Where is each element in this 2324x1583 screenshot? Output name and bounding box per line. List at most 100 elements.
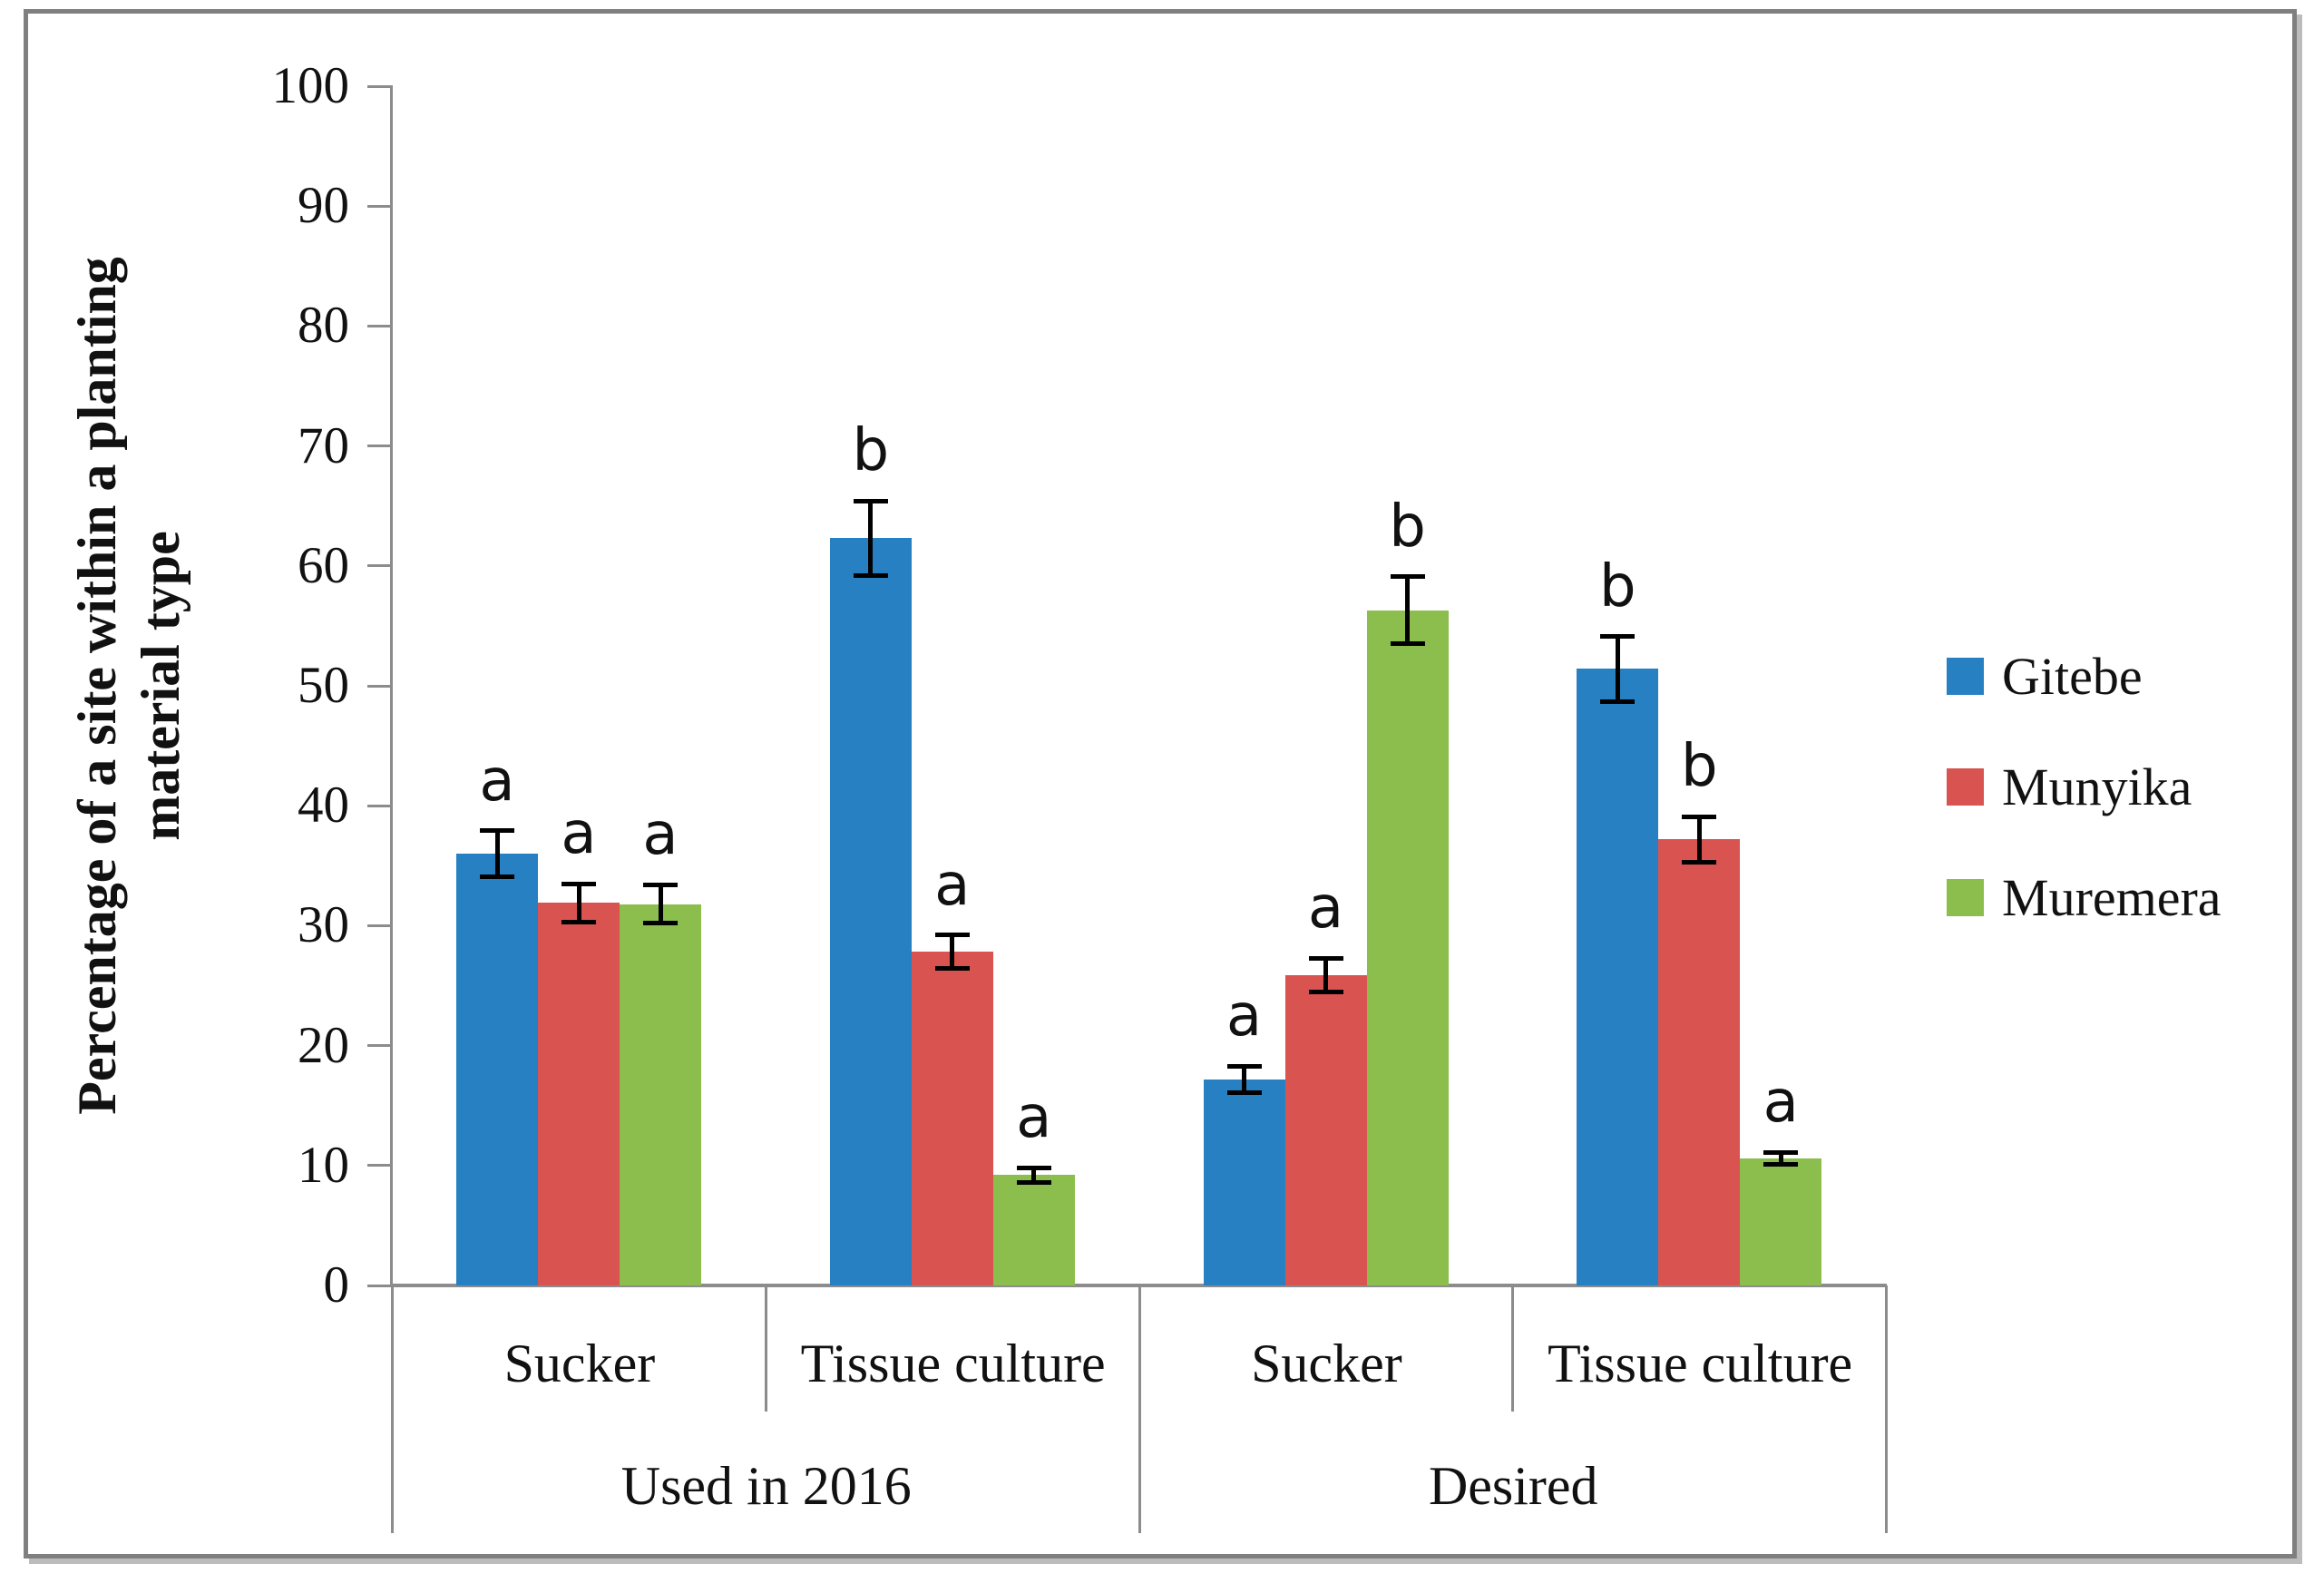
- error-bar-cap: [1016, 1165, 1051, 1170]
- error-bar: [494, 830, 500, 877]
- y-axis-title-line-1: Percentage of a site within a planting: [67, 257, 127, 1115]
- bar-muremera-group1: [620, 904, 701, 1285]
- y-tick-label: 20: [298, 1016, 349, 1074]
- y-axis-title: Percentage of a site within a planting m…: [65, 64, 192, 1307]
- error-bar-cap: [853, 498, 888, 503]
- error-bar: [1615, 636, 1620, 702]
- error-bar-cap: [643, 921, 678, 926]
- error-bar: [1242, 1066, 1246, 1093]
- y-tick-label: 50: [298, 657, 349, 714]
- error-bar-cap: [480, 828, 514, 834]
- bar-munyika-group3: [1284, 974, 1367, 1285]
- error-bar-cap: [1016, 1179, 1051, 1185]
- significance-letter: b: [1389, 493, 1426, 561]
- significance-letter: a: [1307, 875, 1344, 943]
- significance-letter: a: [479, 747, 515, 815]
- bar-muremera-group3: [1366, 610, 1449, 1285]
- y-tick-label: 90: [298, 177, 349, 235]
- error-bar-cap: [1390, 641, 1425, 647]
- error-bar: [1778, 1152, 1783, 1165]
- y-tick-label: 70: [298, 416, 349, 474]
- legend-swatch-gitebe-icon: [1947, 657, 1984, 695]
- x-category-label: Tissue culture: [1548, 1334, 1853, 1393]
- error-bar-cap: [1308, 955, 1343, 961]
- y-tick-label: 60: [298, 536, 349, 594]
- x-group-label: Used in 2016: [620, 1456, 912, 1516]
- error-bar-cap: [853, 572, 888, 578]
- y-tick-label: 40: [298, 777, 349, 835]
- category-divider: [1138, 1285, 1141, 1533]
- y-axis-tick: [367, 1164, 393, 1168]
- significance-letter: a: [1225, 982, 1263, 1050]
- legend-label-munyika: Munyika: [2002, 757, 2192, 816]
- error-bar-cap: [561, 919, 596, 924]
- y-tick-label: 80: [298, 297, 349, 355]
- significance-letter: a: [1763, 1069, 1799, 1137]
- error-bar-cap: [1682, 859, 1717, 865]
- category-divider: [391, 1285, 394, 1533]
- significance-letter: b: [1598, 552, 1636, 620]
- bar-gitebe-group1: [456, 854, 538, 1285]
- significance-letter: a: [561, 800, 597, 868]
- error-bar: [1031, 1168, 1037, 1183]
- significance-letter: b: [852, 417, 890, 485]
- significance-letter: a: [1016, 1084, 1052, 1152]
- category-divider: [764, 1285, 767, 1412]
- error-bar-cap: [1763, 1149, 1799, 1155]
- error-bar-cap: [561, 881, 596, 886]
- legend-label-muremera: Muremera: [2002, 867, 2221, 927]
- y-axis-tick: [367, 445, 393, 448]
- y-axis-tick: [367, 1284, 393, 1287]
- y-axis-tick: [367, 684, 393, 688]
- y-axis-tick: [367, 1044, 393, 1048]
- error-bar: [1405, 576, 1410, 644]
- x-category-label: Sucker: [1251, 1334, 1402, 1393]
- error-bar: [658, 884, 663, 923]
- bar-gitebe-group2: [829, 538, 912, 1285]
- x-group-label: Desired: [1428, 1456, 1598, 1516]
- y-axis-tick: [367, 84, 393, 88]
- y-axis-tick: [367, 204, 393, 208]
- error-bar-cap: [1682, 814, 1717, 819]
- error-bar: [576, 884, 581, 923]
- error-bar: [950, 934, 955, 969]
- figure-border: [24, 9, 2297, 1559]
- x-category-label: Sucker: [503, 1334, 656, 1393]
- bar-munyika-group4: [1658, 839, 1741, 1285]
- error-bar-cap: [1226, 1063, 1262, 1069]
- significance-letter: b: [1680, 733, 1718, 801]
- significance-letter: a: [934, 851, 971, 919]
- bar-munyika-group1: [538, 903, 620, 1285]
- error-bar-cap: [1600, 699, 1636, 704]
- y-axis-tick: [367, 564, 393, 568]
- error-bar-cap: [934, 933, 970, 938]
- error-bar: [1323, 958, 1328, 992]
- bar-munyika-group2: [911, 952, 993, 1285]
- error-bar: [868, 501, 874, 576]
- significance-letter: a: [642, 801, 679, 869]
- error-bar-cap: [643, 882, 678, 887]
- category-divider: [1511, 1285, 1515, 1412]
- y-tick-label: 10: [298, 1136, 349, 1194]
- legend-item-muremera: Muremera: [1947, 859, 2221, 935]
- y-axis-tick: [367, 923, 393, 927]
- legend-label-gitebe: Gitebe: [2002, 646, 2143, 706]
- error-bar-cap: [1308, 989, 1343, 994]
- y-axis-tick: [367, 324, 393, 327]
- error-bar-cap: [1226, 1090, 1262, 1095]
- bar-gitebe-group4: [1577, 669, 1659, 1285]
- y-tick-label: 30: [298, 896, 349, 954]
- error-bar-cap: [1390, 574, 1425, 580]
- y-axis-tick: [367, 804, 393, 807]
- x-category-label: Tissue culture: [800, 1334, 1106, 1393]
- bar-muremera-group4: [1740, 1158, 1822, 1285]
- y-axis-title-line-2: material type: [131, 531, 190, 841]
- legend-swatch-munyika-icon: [1947, 767, 1984, 806]
- category-divider: [1885, 1285, 1888, 1533]
- y-tick-label: 0: [323, 1256, 350, 1314]
- bar-gitebe-group3: [1203, 1079, 1285, 1285]
- legend: Gitebe Munyika Muremera: [1947, 638, 2221, 970]
- error-bar: [1696, 816, 1702, 863]
